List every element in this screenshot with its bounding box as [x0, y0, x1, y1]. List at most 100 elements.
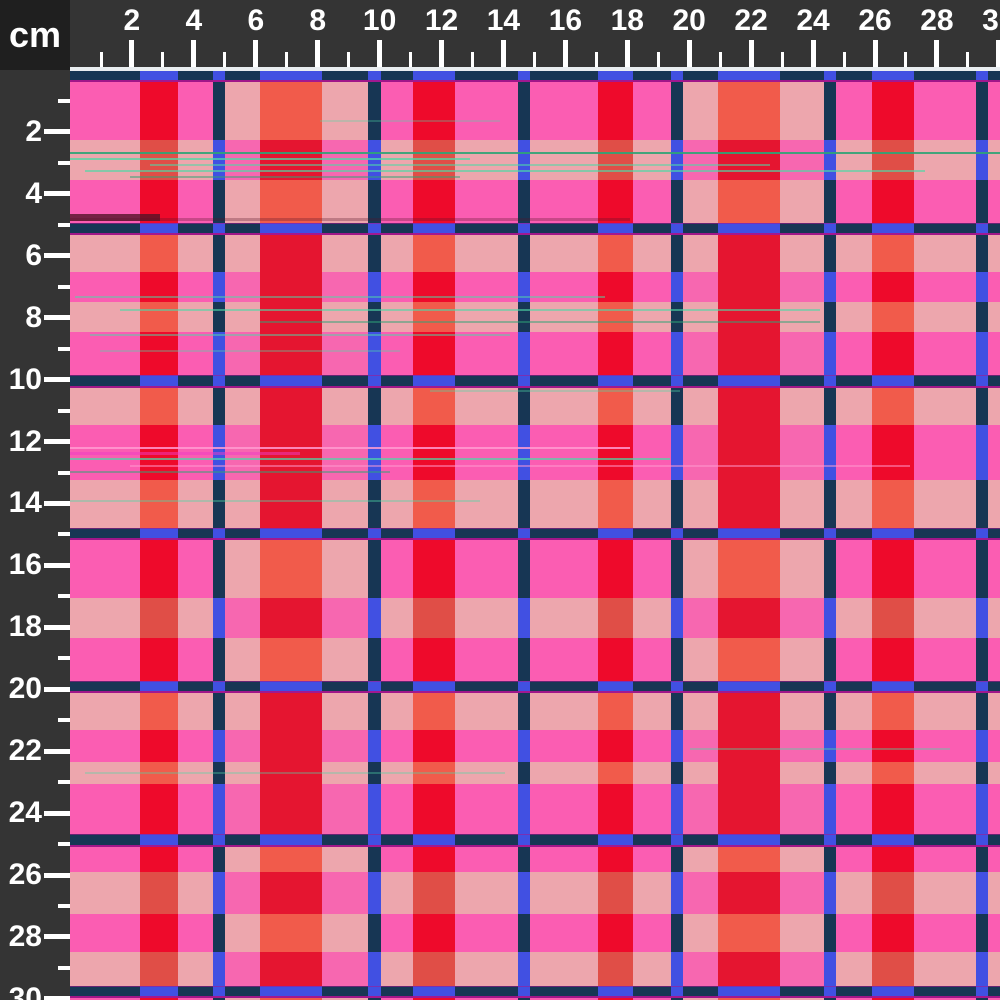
plaid-band: [70, 235, 1000, 272]
cm-tick-major: [377, 40, 383, 67]
cm-tick-minor: [656, 52, 660, 67]
cm-tick-major: [748, 40, 754, 67]
plaid-grid-bar: [70, 834, 1000, 847]
cm-label-top: 16: [548, 4, 583, 37]
cm-label-top: 24: [796, 4, 830, 37]
cm-tick-major: [129, 40, 135, 67]
cm-tick-major: [44, 377, 70, 383]
cm-tick-minor: [58, 346, 70, 351]
cm-tick-minor: [532, 52, 536, 67]
plaid-band: [70, 730, 1000, 762]
cm-tick-minor: [223, 52, 227, 67]
cm-tick-major: [934, 40, 940, 67]
cm-label-left: 12: [8, 424, 42, 458]
cm-label-top: 20: [672, 4, 706, 37]
cm-tick-minor: [58, 965, 70, 970]
cm-tick-major: [44, 686, 70, 692]
plaid-band: [70, 952, 1000, 986]
cm-tick-minor: [347, 52, 351, 67]
plaid-band: [70, 762, 1000, 784]
cm-label-left: 8: [25, 300, 42, 334]
cm-tick-minor: [58, 903, 70, 908]
cm-tick-major: [44, 562, 70, 568]
cm-label-left: 26: [8, 858, 42, 891]
cm-label-top: 12: [424, 4, 459, 37]
cm-tick-minor: [58, 99, 70, 103]
cm-tick-major: [624, 40, 630, 67]
cm-label-left: 24: [8, 796, 42, 829]
plaid-grid-bar: [70, 986, 1000, 998]
cm-tick-minor: [58, 718, 70, 723]
cm-tick-minor: [58, 284, 70, 289]
plaid-band: [70, 180, 1000, 223]
cm-tick-major: [44, 191, 70, 197]
cm-tick-minor: [58, 532, 70, 537]
cm-label-top: 8: [309, 4, 327, 37]
cm-tick-major: [44, 315, 70, 321]
cm-label-top: 18: [610, 4, 644, 37]
cm-tick-major: [562, 40, 568, 67]
cm-label-top: 22: [734, 4, 768, 37]
cm-tick-major: [810, 40, 816, 67]
cm-tick-minor: [471, 52, 474, 67]
cm-label-left: 18: [8, 610, 42, 644]
plaid-band: [70, 598, 1000, 638]
cm-tick-major: [44, 129, 70, 135]
cm-tick-major: [439, 40, 444, 67]
cm-tick-major: [253, 40, 259, 67]
cm-label-top: 28: [920, 4, 954, 37]
plaid-band: [70, 693, 1000, 730]
cm-tick-minor: [58, 656, 70, 661]
cm-label-left: 16: [8, 548, 42, 582]
plaid-band: [70, 140, 1000, 180]
cm-tick-major: [315, 40, 321, 67]
plaid-band: [70, 638, 1000, 681]
cm-label-top: 2: [123, 4, 141, 37]
ruler-left: 2 4 6 8 10 12 14 16 18 20 22 24 26 28 30: [0, 70, 70, 1000]
ruler-baseline: [70, 67, 1000, 71]
cm-tick-minor: [409, 52, 413, 67]
cm-tick-major: [44, 810, 70, 816]
cm-tick-minor: [285, 52, 289, 67]
cm-tick-minor: [58, 160, 70, 165]
plaid-band: [70, 82, 1000, 140]
plaid-band: [70, 272, 1000, 302]
cm-tick-major: [996, 40, 1000, 67]
cm-tick-minor: [594, 52, 598, 67]
cm-tick-major: [191, 40, 197, 67]
plaid-band: [70, 872, 1000, 914]
cm-tick-major: [44, 748, 70, 754]
cm-tick-minor: [99, 52, 103, 67]
cm-tick-major: [872, 40, 878, 67]
cm-tick-minor: [904, 52, 908, 67]
plaid-grid-bar: [70, 681, 1000, 693]
cm-tick-minor: [161, 52, 165, 67]
cm-tick-minor: [58, 222, 70, 227]
cm-label-left: 4: [25, 176, 42, 210]
cm-tick-minor: [718, 52, 722, 67]
cm-tick-major: [44, 439, 70, 444]
cm-label-left: 6: [25, 238, 42, 272]
plaid-grid-bar: [70, 223, 1000, 235]
plaid-band: [70, 914, 1000, 952]
unit-label-box: cm: [0, 0, 70, 70]
plaid-grid-bar: [70, 528, 1000, 540]
cm-label-left: 10: [8, 362, 42, 396]
cm-tick-minor: [58, 780, 70, 785]
cm-label-left: 20: [8, 672, 42, 706]
cm-tick-major: [500, 40, 506, 67]
plaid-band: [70, 302, 1000, 332]
plaid-band: [70, 847, 1000, 872]
cm-label-top: 6: [247, 4, 265, 37]
cm-tick-major: [44, 872, 70, 878]
cm-tick-minor: [58, 470, 70, 475]
cm-tick-minor: [58, 594, 70, 599]
cm-tick-major: [44, 996, 70, 1000]
cm-label-top: 26: [858, 4, 892, 37]
cm-label-top: 14: [486, 4, 521, 37]
plaid-band: [70, 332, 1000, 375]
cm-tick-minor: [58, 842, 70, 846]
cm-label-top: 30: [982, 4, 1000, 37]
cm-tick-major: [44, 500, 70, 506]
